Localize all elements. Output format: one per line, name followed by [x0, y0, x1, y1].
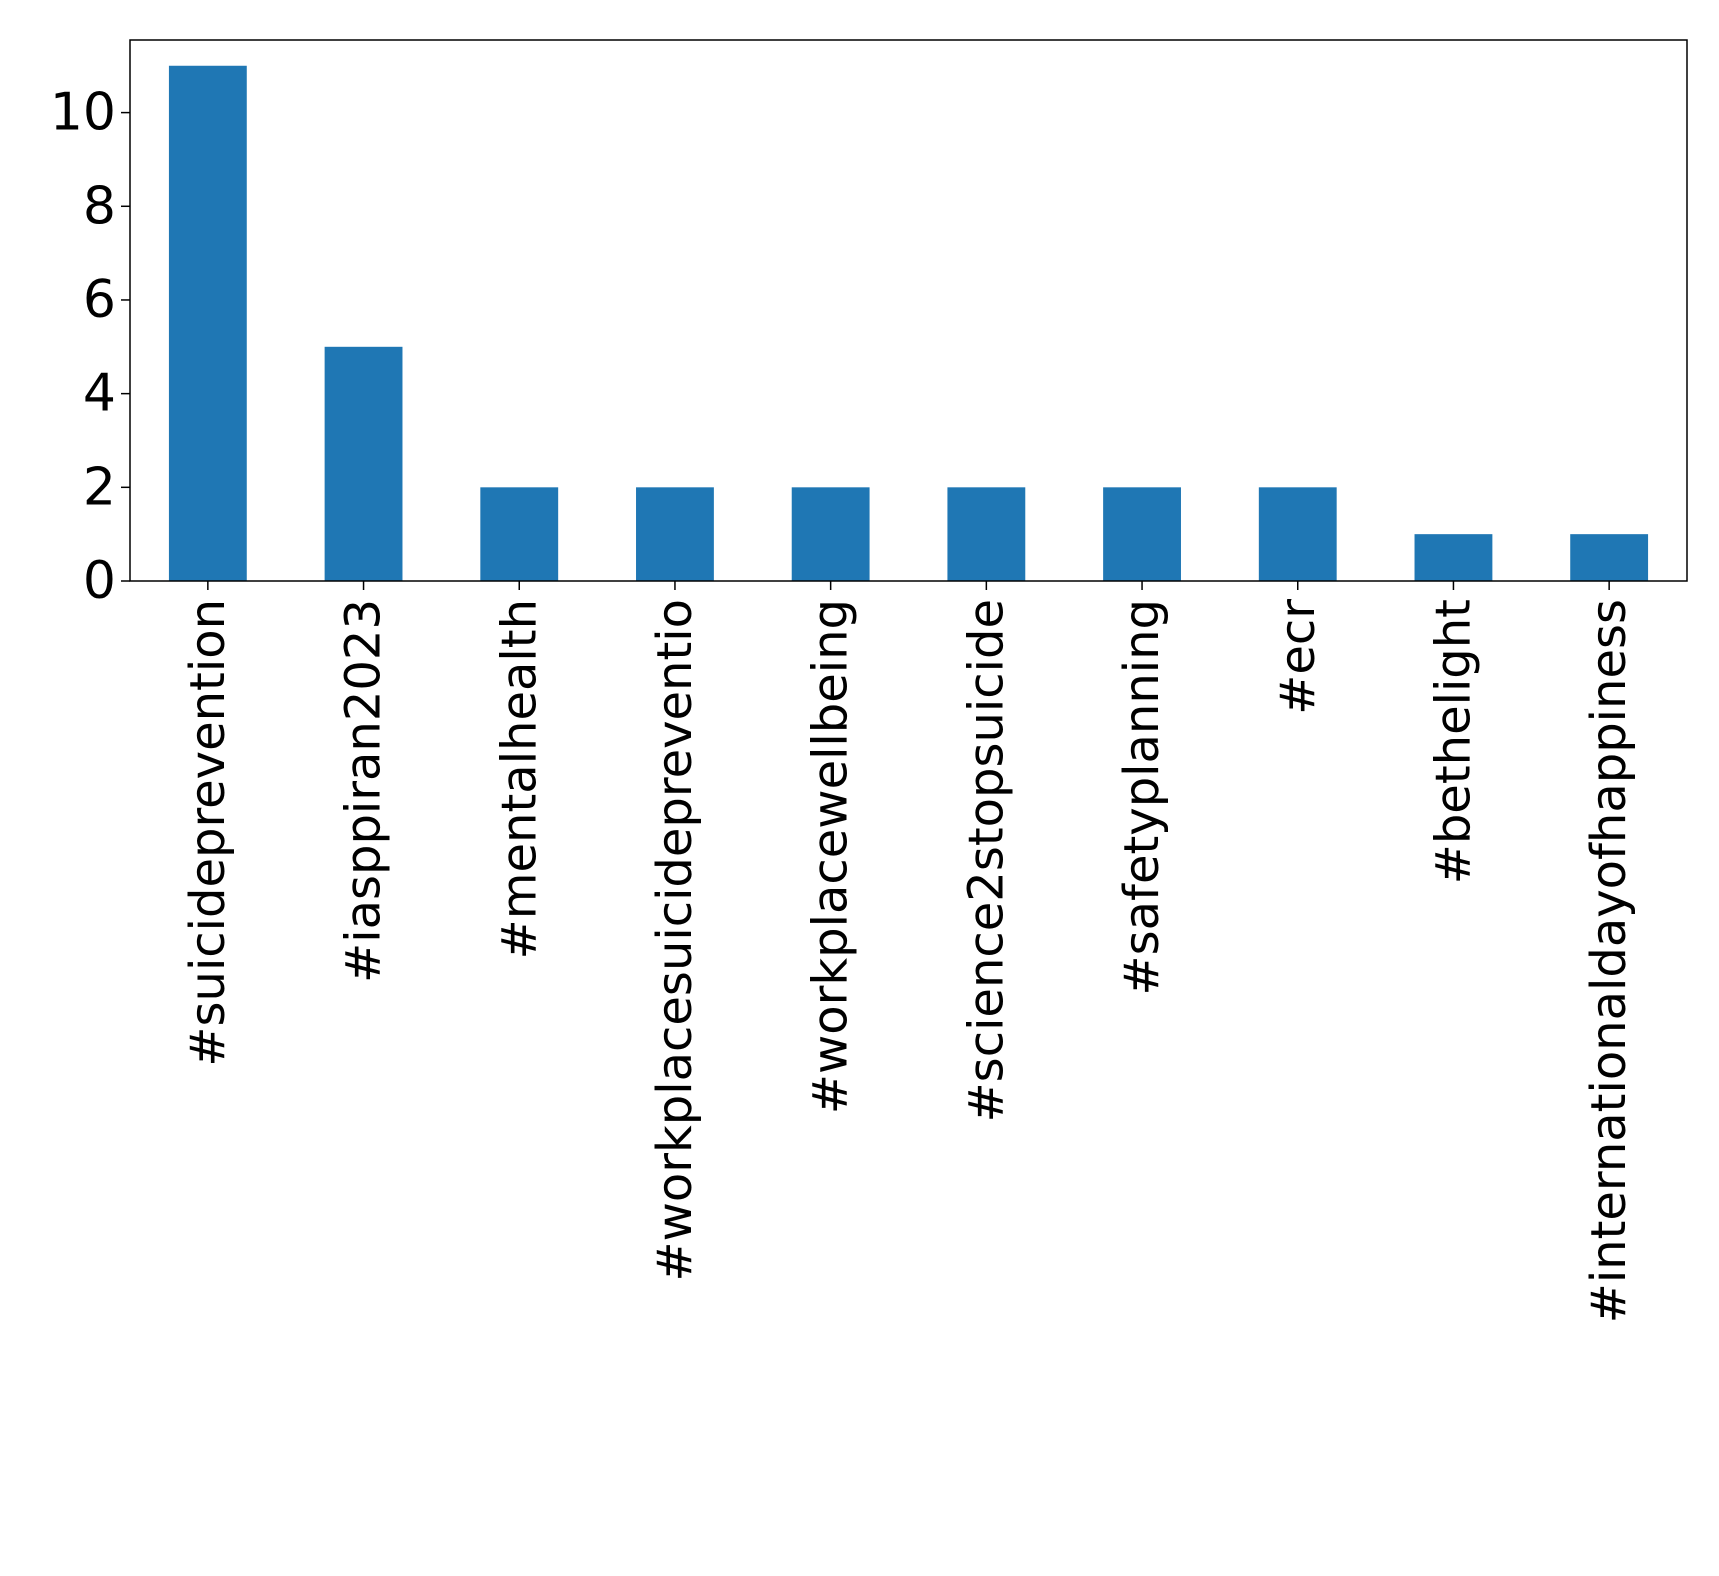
x-tick-label-2: #mentalhealth — [491, 599, 547, 959]
bar-2 — [480, 487, 559, 581]
x-tick-label-7: #ecr — [1270, 599, 1326, 715]
x-axis-ticks: #suicideprevention #iasppiran2023 #mentalh… — [180, 581, 1637, 1323]
plot-frame — [129, 39, 1688, 582]
x-tick-label-6: #safetyplanning — [1114, 599, 1170, 996]
bar-8 — [1414, 534, 1493, 581]
x-tick-label-5: #science2stopsuicide — [958, 599, 1014, 1123]
y-tick-label-0: 0 — [83, 551, 116, 611]
bar-4 — [791, 487, 870, 581]
y-axis-ticks: 0 2 4 6 8 10 — [50, 83, 130, 611]
bar-9 — [1570, 534, 1649, 581]
x-tick-label-8: #bethelight — [1425, 599, 1481, 884]
y-tick-label-3: 6 — [83, 270, 116, 330]
y-tick-label-1: 2 — [83, 457, 116, 517]
bar-6 — [1103, 487, 1181, 581]
bars-layer — [168, 65, 1649, 581]
bar-1 — [324, 346, 403, 581]
x-tick-label-3: #workplacesuicidepreventio — [647, 599, 703, 1282]
x-tick-label-0: #suicideprevention — [180, 599, 236, 1067]
x-tick-label-9: #internationaldayofhappiness — [1581, 599, 1637, 1323]
y-tick-label-5: 10 — [50, 83, 116, 143]
bar-0 — [168, 65, 247, 581]
y-tick-label-2: 4 — [83, 364, 116, 424]
bar-5 — [947, 487, 1026, 581]
y-tick-label-4: 8 — [83, 176, 116, 236]
x-tick-label-4: #workplacewellbeing — [803, 599, 859, 1114]
x-tick-label-1: #iasppiran2023 — [336, 599, 392, 983]
bar-3 — [636, 487, 714, 581]
bar-7 — [1258, 487, 1337, 581]
